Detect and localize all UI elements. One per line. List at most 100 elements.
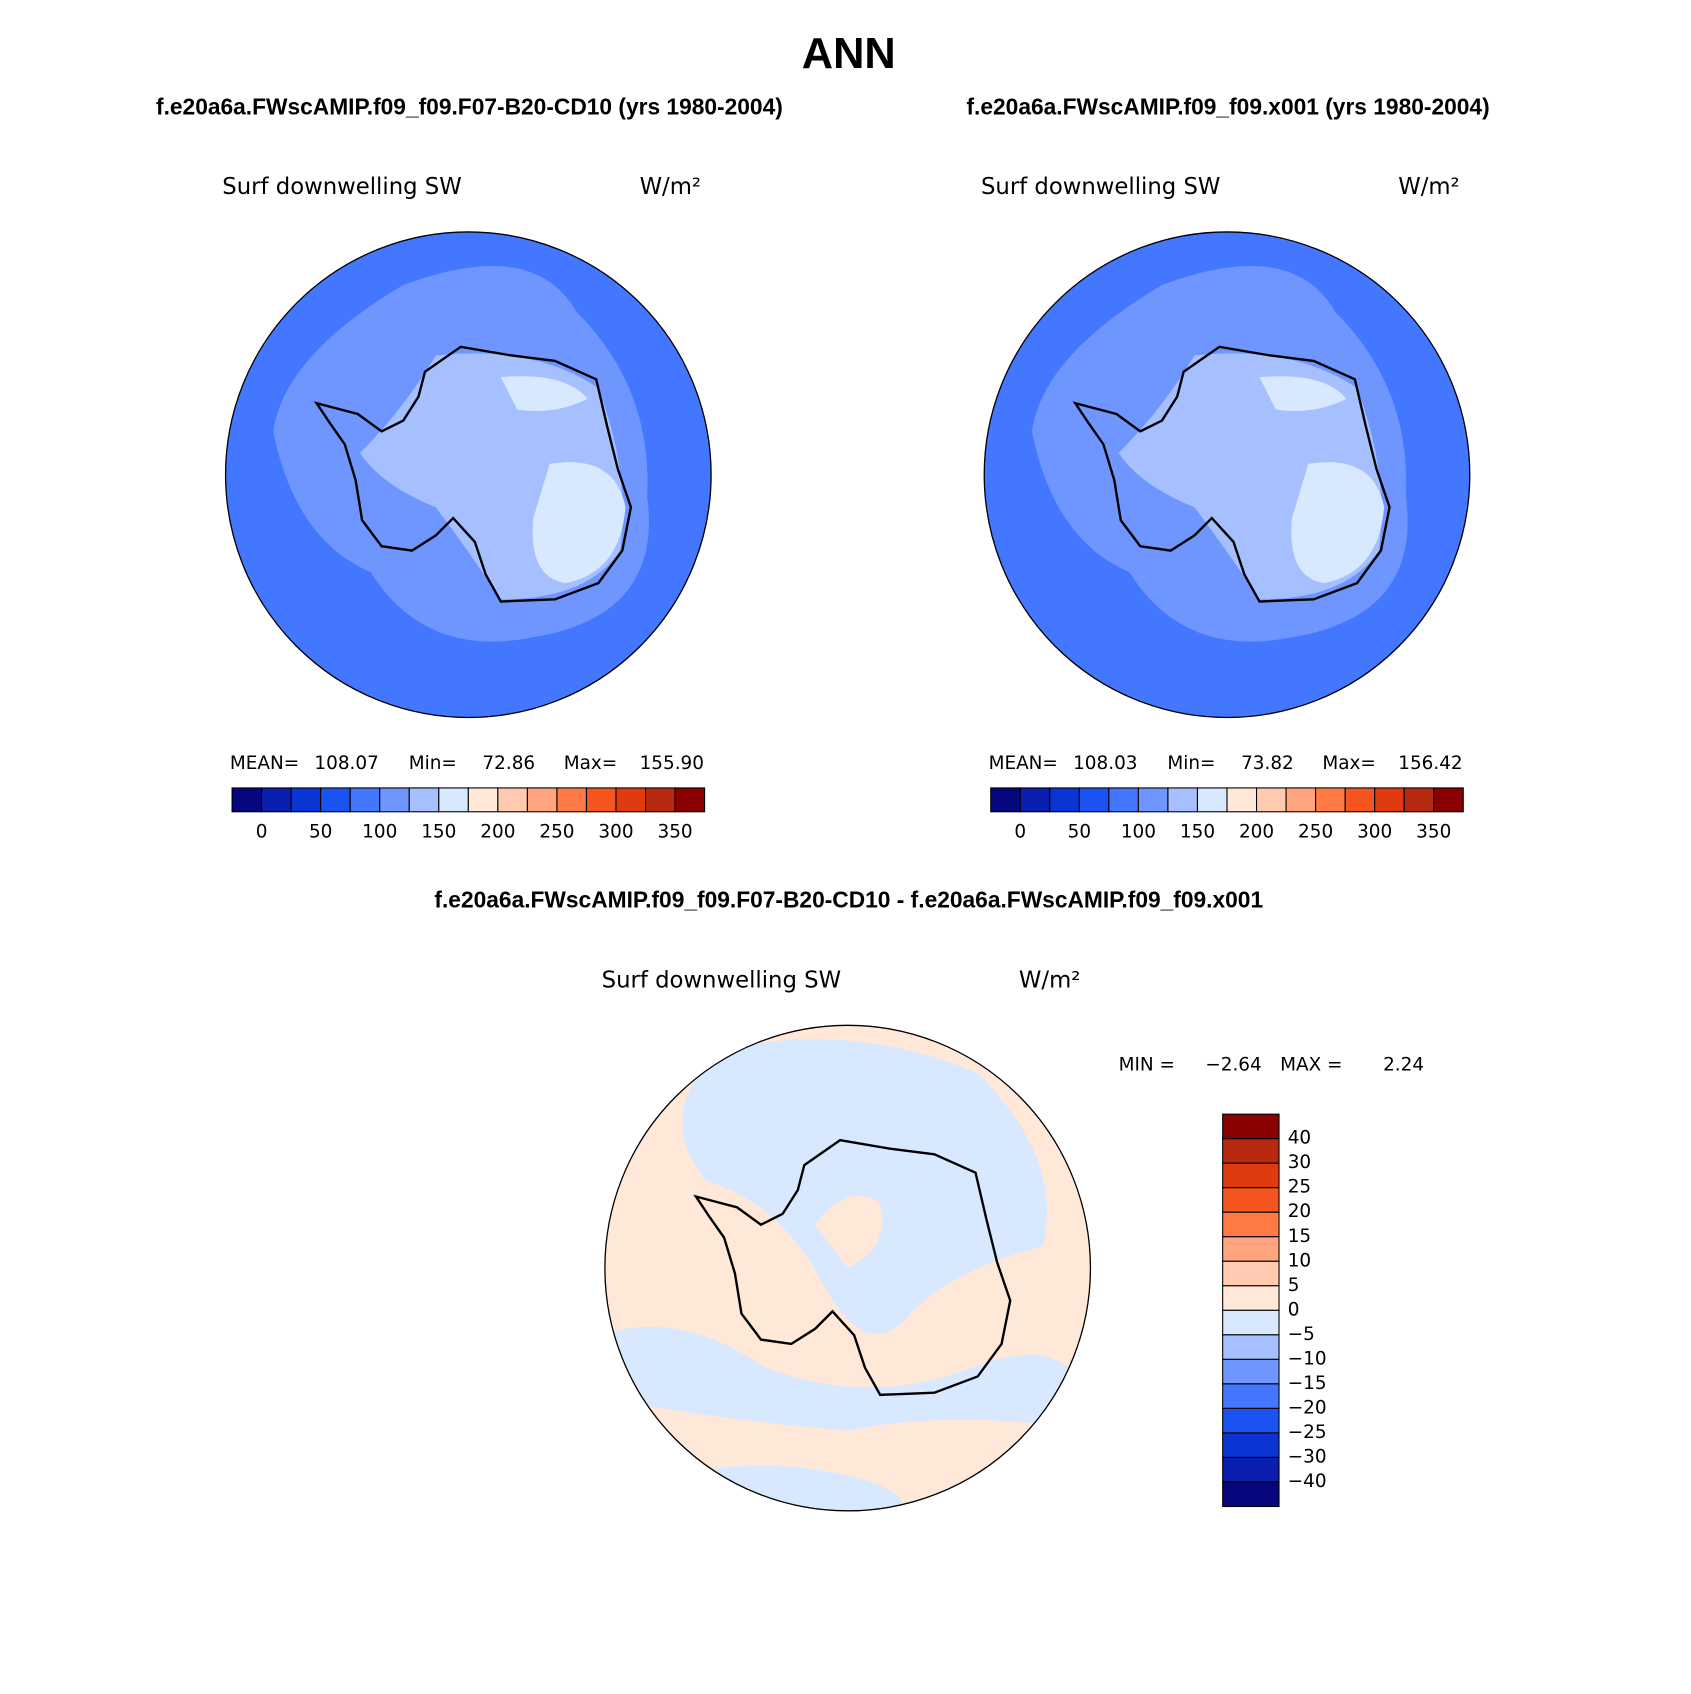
- colorbar-box: [1222, 1113, 1280, 1140]
- colorbar-box: [290, 787, 322, 813]
- colorbar-label: 200: [480, 821, 515, 842]
- stat-label: MEAN=: [989, 753, 1058, 774]
- stat-label: MIN =: [1119, 1054, 1175, 1075]
- colorbar-box: [320, 787, 351, 813]
- variable-name: Surf downwelling SW: [222, 174, 461, 200]
- colorbar-label: 0: [256, 821, 268, 842]
- stat-label: Min=: [409, 753, 457, 774]
- colorbar-label: 150: [1180, 821, 1215, 842]
- colorbar-label: 40: [1288, 1128, 1311, 1149]
- colorbar-label: 200: [1239, 821, 1274, 842]
- colorbar-label: 50: [309, 821, 332, 842]
- colorbar-label: −40: [1288, 1471, 1327, 1492]
- colorbar-label: 250: [1298, 821, 1333, 842]
- colorbar-box: [556, 787, 588, 813]
- colorbar-box: [1078, 787, 1110, 813]
- units: W/m²: [640, 174, 701, 200]
- variable-name: Surf downwelling SW: [981, 174, 1220, 200]
- difference-title: f.e20a6a.FWscAMIP.f09_f09.F07-B20-CD10 -…: [434, 887, 1263, 913]
- colorbar-label: 100: [1121, 821, 1156, 842]
- colorbar-label: −30: [1288, 1446, 1327, 1467]
- colorbar-box: [349, 787, 381, 813]
- colorbar-label: 100: [362, 821, 397, 842]
- colorbar-box: [1196, 787, 1228, 813]
- stat-label: Min=: [1167, 753, 1215, 774]
- colorbar-box: [1222, 1481, 1280, 1508]
- map: [983, 231, 1471, 719]
- colorbar-box: [644, 787, 676, 813]
- colorbar-label: 300: [1357, 821, 1392, 842]
- colorbar-box: [1222, 1211, 1280, 1238]
- colorbar-box: [379, 787, 410, 813]
- colorbar-label: 20: [1288, 1201, 1311, 1222]
- colorbar-label: −25: [1288, 1422, 1327, 1443]
- colorbar-box: [438, 787, 469, 813]
- panel-title: f.e20a6a.FWscAMIP.f09_f09.x001 (yrs 1980…: [967, 93, 1490, 119]
- colorbar-box: [1222, 1285, 1280, 1311]
- map: [224, 231, 712, 719]
- colorbar-box: [1137, 787, 1169, 813]
- colorbar-label: 250: [539, 821, 574, 842]
- colorbar-label: 15: [1288, 1226, 1311, 1247]
- colorbar-box: [1222, 1309, 1280, 1336]
- colorbar-box: [585, 787, 617, 813]
- colorbar-label: 50: [1068, 821, 1091, 842]
- colorbar-box: [497, 787, 528, 813]
- colorbar-box: [1226, 787, 1258, 813]
- colorbar-box: [1167, 787, 1199, 813]
- colorbar-label: −5: [1288, 1324, 1315, 1345]
- colorbar-box: [1222, 1187, 1280, 1213]
- colorbar-box: [1049, 787, 1080, 813]
- colorbar-box: [615, 787, 647, 813]
- stat-value: 108.03: [1073, 753, 1137, 774]
- colorbar-box: [261, 787, 292, 813]
- colorbar-label: 30: [1288, 1152, 1311, 1173]
- variable-name: Surf downwelling SW: [602, 967, 841, 993]
- colorbar-box: [1222, 1383, 1280, 1409]
- colorbar-box: [467, 787, 499, 813]
- colorbar-box: [1255, 787, 1287, 813]
- colorbar-box: [1222, 1162, 1280, 1189]
- stat-value: 2.24: [1383, 1054, 1424, 1075]
- map: [604, 1024, 1092, 1512]
- stat-label: Max=: [564, 753, 617, 774]
- colorbar-label: 150: [421, 821, 456, 842]
- colorbar-label: 0: [1014, 821, 1026, 842]
- colorbar-label: 350: [658, 821, 693, 842]
- colorbar-box: [1374, 787, 1405, 813]
- colorbar-label: 0: [1288, 1299, 1300, 1320]
- stat-value: 156.42: [1398, 753, 1462, 774]
- stat-label: MAX =: [1280, 1054, 1342, 1075]
- colorbar-label: −20: [1288, 1397, 1327, 1418]
- stat-label: MEAN=: [230, 753, 299, 774]
- figure-title: ANN: [802, 30, 896, 78]
- colorbar-box: [1433, 787, 1464, 813]
- colorbar-box: [1108, 787, 1139, 813]
- colorbar-box: [1315, 787, 1346, 813]
- colorbar-label: 5: [1288, 1275, 1300, 1296]
- colorbar-box: [990, 787, 1021, 813]
- units: W/m²: [1019, 967, 1080, 993]
- colorbar-label: 10: [1288, 1250, 1311, 1271]
- colorbar-box: [1019, 787, 1051, 813]
- stat-value: −2.64: [1205, 1054, 1261, 1075]
- colorbar-box: [1222, 1456, 1280, 1483]
- stat-value: 155.90: [640, 753, 704, 774]
- stat-value: 73.82: [1241, 753, 1294, 774]
- colorbar-box: [1222, 1407, 1280, 1434]
- stat-label: Max=: [1322, 753, 1375, 774]
- colorbar-box: [1344, 787, 1376, 813]
- colorbar-box: [1222, 1334, 1280, 1360]
- colorbar-box: [674, 787, 706, 813]
- units: W/m²: [1398, 174, 1459, 200]
- colorbar-box: [1222, 1236, 1280, 1262]
- colorbar-label: 350: [1416, 821, 1451, 842]
- colorbar-box: [408, 787, 440, 813]
- colorbar-box: [1222, 1358, 1280, 1385]
- colorbar-label: 300: [598, 821, 633, 842]
- colorbar-box: [1222, 1138, 1280, 1164]
- colorbar-box: [1222, 1260, 1280, 1287]
- panel-title: f.e20a6a.FWscAMIP.f09_f09.F07-B20-CD10 (…: [156, 93, 783, 119]
- stat-value: 72.86: [482, 753, 535, 774]
